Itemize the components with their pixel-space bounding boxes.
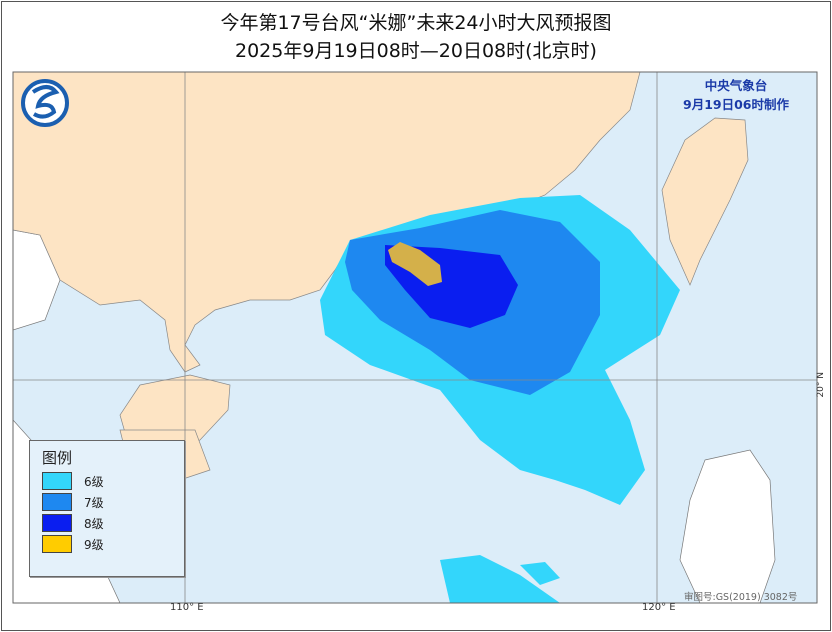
cma-logo [21,79,69,127]
legend-item-7: 7级 [42,492,104,512]
legend-label: 8级 [84,516,104,531]
lon-label-120e: 120° E [642,602,676,613]
legend-label: 9级 [84,537,104,552]
map-title: 今年第17号台风“米娜”未来24小时大风预报图 [220,12,612,34]
legend: 图例 6级 7级 8级 9级 [29,440,185,577]
taiwan-island [661,117,749,286]
legend-swatch [42,493,72,511]
legend-item-6: 6级 [42,471,104,491]
legend-swatch [42,514,72,532]
lon-label-110e: 110° E [170,602,204,613]
legend-swatch [42,472,72,490]
legend-item-9: 9级 [42,534,104,554]
issue-time: 9月19日06时制作 [683,97,789,112]
china-mainland [13,72,641,373]
legend-label: 7级 [84,495,104,510]
legend-swatch [42,535,72,553]
map-subtitle: 2025年9月19日08时—20日08时(北京时) [235,40,597,62]
lat-label-20n: 20° N [816,372,826,398]
luzon-island [679,449,776,603]
legend-title: 图例 [42,449,73,467]
map-approval-number: 审图号:GS(2019) 3082号 [684,592,798,603]
legend-item-8: 8级 [42,513,104,533]
issuer-stamp: 中央气象台 9月19日06时制作 [658,76,814,114]
legend-label: 6级 [84,474,104,489]
wind-area-level-9 [388,242,442,286]
issuer-name: 中央气象台 [704,78,768,93]
